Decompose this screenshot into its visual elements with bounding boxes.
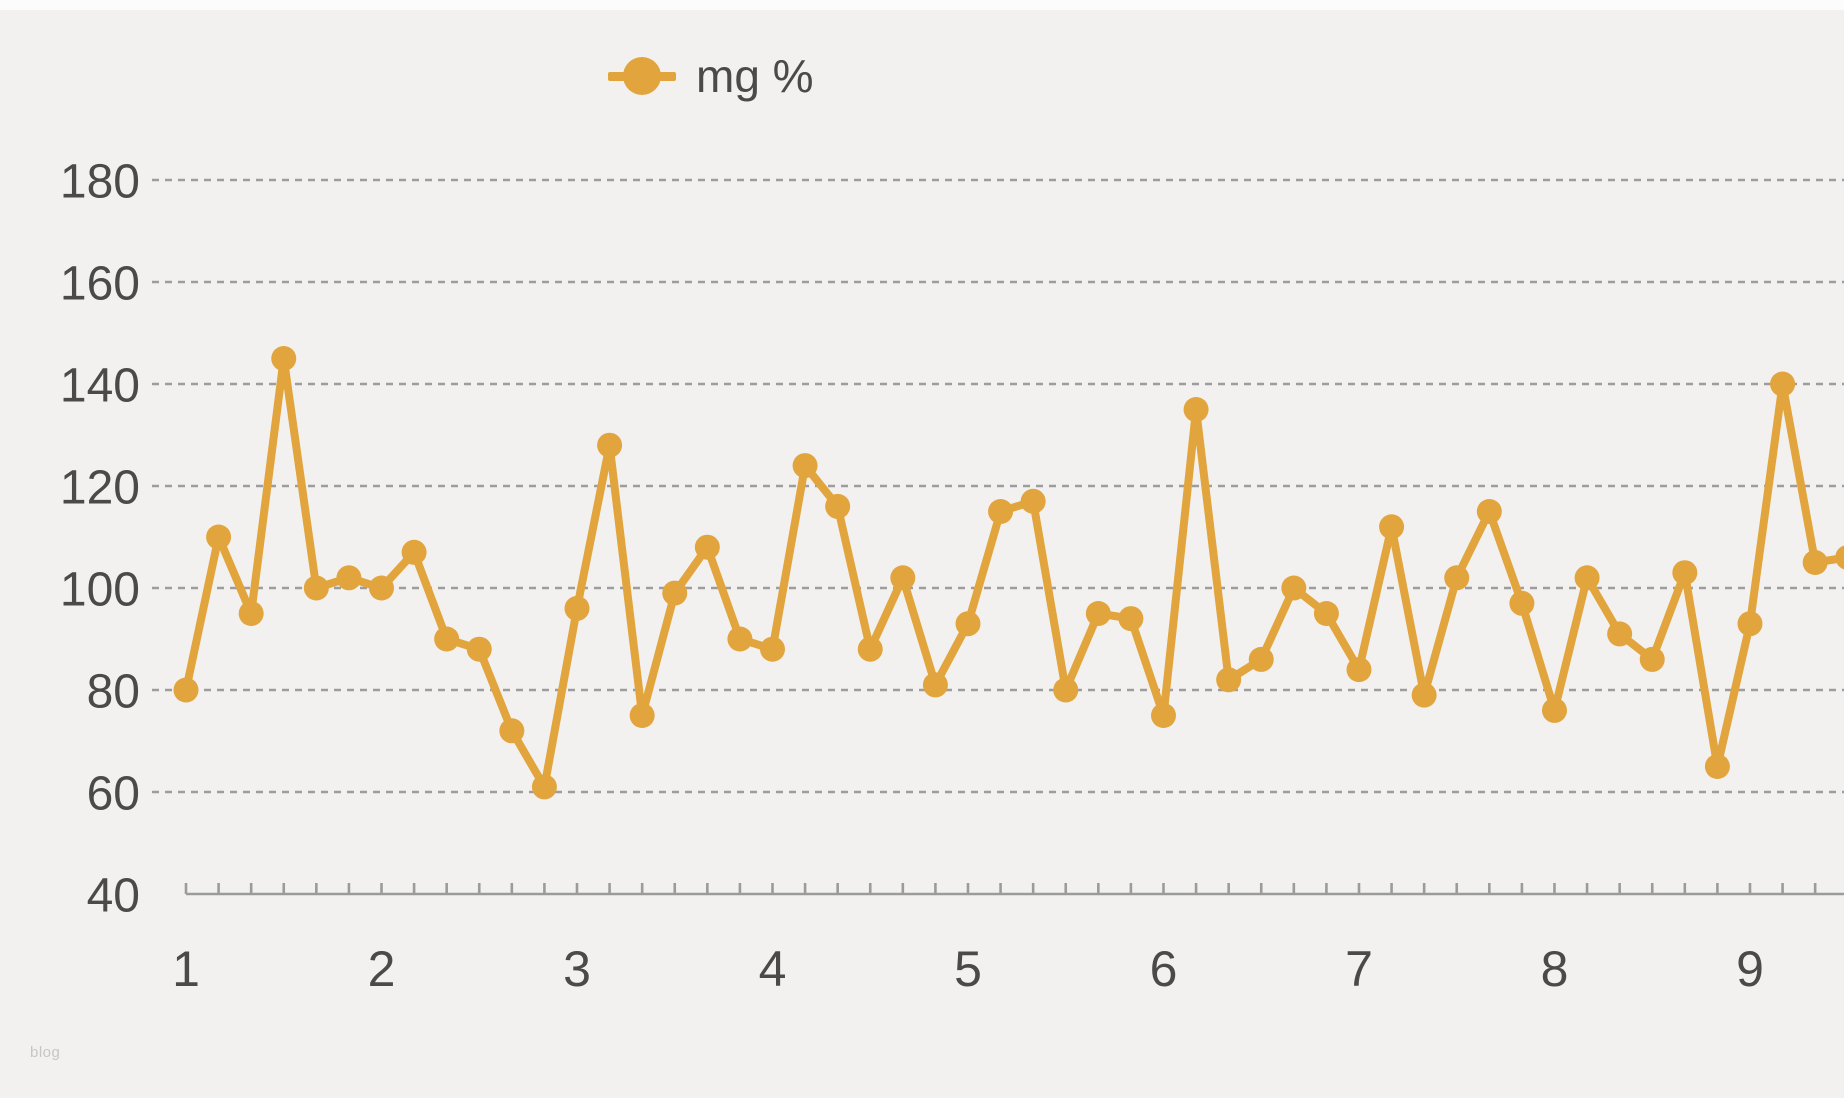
data-point[interactable] — [1835, 545, 1844, 570]
y-axis-label: 160 — [60, 258, 140, 311]
legend-label: mg % — [696, 50, 814, 102]
y-axis-label: 40 — [87, 870, 140, 923]
y-axis-label: 60 — [87, 768, 140, 821]
y-axis-label: 80 — [87, 666, 140, 719]
data-point[interactable] — [1216, 667, 1242, 693]
data-point[interactable] — [303, 575, 329, 601]
data-point[interactable] — [1802, 550, 1828, 575]
data-point[interactable] — [597, 432, 623, 458]
data-point[interactable] — [1574, 565, 1600, 591]
data-point[interactable] — [1444, 565, 1470, 591]
data-point[interactable] — [564, 595, 590, 621]
data-point[interactable] — [1509, 590, 1535, 616]
data-point[interactable] — [1118, 606, 1144, 632]
data-point[interactable] — [434, 626, 460, 652]
x-axis-label: 8 — [1541, 941, 1569, 997]
data-point[interactable] — [629, 703, 655, 728]
legend-item[interactable]: mg % — [608, 50, 814, 102]
data-point[interactable] — [662, 580, 688, 606]
x-axis-label: 6 — [1150, 941, 1178, 997]
data-point[interactable] — [499, 718, 525, 744]
y-axis-label: 180 — [60, 156, 140, 209]
x-axis-label: 7 — [1345, 941, 1373, 997]
y-axis-label: 140 — [60, 360, 140, 413]
x-axis-label: 1 — [172, 941, 200, 997]
data-point[interactable] — [727, 626, 753, 652]
data-point[interactable] — [1248, 646, 1274, 672]
data-point[interactable] — [922, 672, 948, 698]
x-axis-label: 9 — [1736, 941, 1764, 997]
data-point[interactable] — [271, 346, 297, 371]
x-axis-label: 3 — [563, 941, 591, 997]
x-axis-label: 2 — [368, 941, 396, 997]
legend-dot — [623, 57, 661, 95]
legend-line-dot-icon — [608, 57, 676, 95]
data-point[interactable] — [1379, 514, 1405, 540]
data-point[interactable] — [1150, 703, 1176, 728]
data-point[interactable] — [1183, 397, 1209, 422]
data-point[interactable] — [1737, 611, 1763, 637]
data-point[interactable] — [1672, 560, 1698, 586]
data-point[interactable] — [401, 539, 427, 565]
data-point[interactable] — [1639, 646, 1665, 672]
data-point[interactable] — [792, 453, 818, 479]
data-point[interactable] — [825, 493, 851, 519]
data-point[interactable] — [694, 534, 720, 560]
data-point[interactable] — [336, 565, 362, 591]
data-point[interactable] — [1313, 601, 1339, 626]
x-axis-label: 4 — [759, 941, 787, 997]
y-axis-label: 120 — [60, 462, 140, 515]
data-point[interactable] — [1541, 697, 1567, 723]
data-point[interactable] — [1770, 371, 1796, 397]
data-point[interactable] — [466, 636, 492, 662]
data-point[interactable] — [1411, 682, 1437, 708]
data-point[interactable] — [955, 611, 981, 637]
data-point[interactable] — [368, 575, 394, 601]
top-border-strip — [0, 0, 1844, 10]
data-point[interactable] — [1607, 621, 1633, 647]
data-point[interactable] — [206, 524, 232, 550]
data-point[interactable] — [1020, 488, 1046, 514]
data-point[interactable] — [759, 636, 785, 662]
data-point[interactable] — [890, 565, 916, 591]
watermark: blog — [30, 1044, 61, 1061]
y-axis-label: 100 — [60, 564, 140, 617]
data-point[interactable] — [173, 677, 199, 703]
data-point[interactable] — [1053, 677, 1079, 703]
data-point[interactable] — [1704, 754, 1730, 779]
data-point[interactable] — [988, 499, 1014, 524]
data-point[interactable] — [1281, 575, 1307, 601]
data-point[interactable] — [1085, 601, 1111, 626]
series-line — [182, 354, 1844, 791]
data-point[interactable] — [1476, 499, 1502, 524]
data-point[interactable] — [238, 601, 264, 626]
data-point[interactable] — [531, 774, 557, 800]
data-point[interactable] — [857, 636, 883, 662]
data-point[interactable] — [1346, 657, 1372, 683]
x-axis-label: 5 — [954, 941, 982, 997]
